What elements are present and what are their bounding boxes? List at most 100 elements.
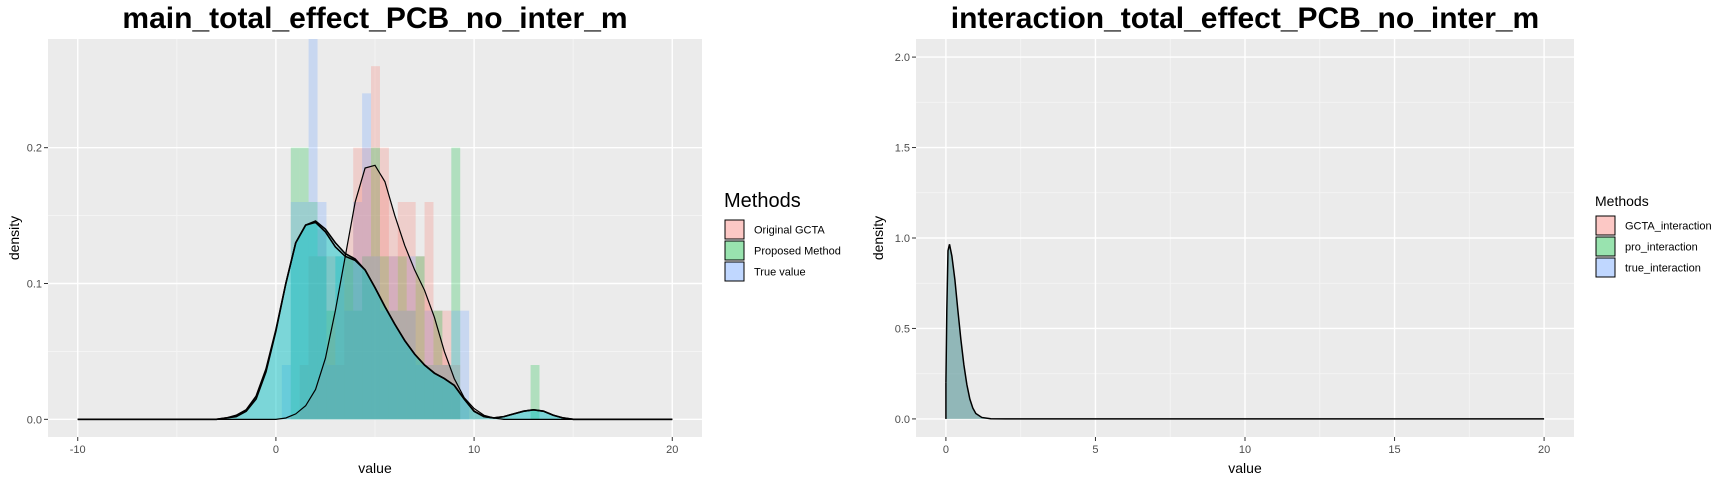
- x-tick-label: 5: [1092, 444, 1098, 456]
- legend-label: pro_interaction: [1625, 242, 1698, 254]
- histogram-bar: [530, 365, 540, 420]
- y-tick-label: 0.0: [27, 414, 42, 426]
- histogram-bar: [406, 256, 416, 420]
- histogram-bar: [433, 365, 443, 420]
- histogram-bar: [299, 365, 309, 420]
- histogram-bar: [451, 147, 461, 420]
- histogram-bar: [308, 202, 318, 420]
- legend-title: Methods: [1595, 193, 1649, 209]
- legend-label: Original GCTA: [754, 225, 825, 237]
- histogram-bar: [299, 147, 309, 420]
- histogram-bar: [317, 202, 327, 420]
- legend-key-swatch: [1595, 257, 1616, 278]
- legend-label: Proposed Method: [754, 246, 841, 258]
- y-tick-label: 0.1: [27, 279, 42, 291]
- legend-key-swatch: [1595, 215, 1616, 236]
- histogram-bar: [388, 256, 398, 420]
- x-tick-label: 0: [273, 444, 279, 456]
- legend-title: Methods: [724, 190, 801, 212]
- histogram-bar: [344, 256, 354, 420]
- histogram-bar: [326, 310, 336, 420]
- right-chart-svg: 0 5 10 15 20 0.0 0.5 1.0 1.5 2.0 value density Metho…: [870, 39, 1712, 476]
- x-tick-label: 20: [1538, 444, 1550, 456]
- legend-key-swatch: [724, 219, 745, 240]
- histogram-bar: [344, 310, 354, 420]
- y-tick-label: 0.5: [895, 323, 910, 335]
- legend-label: True value: [754, 267, 806, 279]
- x-tick-label: 0: [943, 444, 949, 456]
- histogram-bar: [281, 365, 291, 420]
- right-chart-title: interaction_total_effect_PCB_no_inter_m: [950, 2, 1540, 35]
- histogram-bar: [290, 147, 300, 420]
- histogram-bar: [344, 256, 354, 420]
- histogram-bar: [451, 365, 461, 420]
- y-tick-label: 2.0: [895, 52, 910, 64]
- histogram-bar: [406, 202, 416, 420]
- histogram-bar: [308, 39, 318, 420]
- histogram-bar: [415, 365, 425, 420]
- x-tick-label: 15: [1388, 444, 1400, 456]
- histogram-bar: [442, 365, 452, 420]
- histogram-bar: [335, 256, 345, 420]
- histogram-bar: [335, 365, 345, 420]
- y-axis-title: density: [6, 216, 22, 260]
- legend-key-swatch: [724, 261, 745, 282]
- histogram-bar: [424, 365, 434, 420]
- histogram-bar: [451, 310, 461, 420]
- y-axis-title: density: [870, 216, 886, 260]
- x-tick-label: -10: [70, 444, 86, 456]
- histogram-bar: [371, 256, 380, 420]
- histogram-bar: [415, 256, 425, 420]
- histogram-bar: [433, 310, 443, 420]
- left-chart-title: main_total_effect_PCB_no_inter_m: [122, 2, 628, 35]
- x-axis-title: value: [1228, 460, 1262, 476]
- histogram-bar: [290, 202, 300, 420]
- histogram-bar: [308, 256, 318, 420]
- left-chart-svg: -10 0 10 20 0.0 0.1 0.2 value density Methods Orig…: [6, 39, 841, 476]
- legend-key-swatch: [724, 240, 745, 261]
- legend: Methods GCTA_interaction pro_interactiontr…: [1595, 193, 1712, 278]
- histogram-bar: [362, 256, 372, 420]
- histogram-bar: [415, 256, 425, 420]
- histogram-bar: [317, 229, 327, 420]
- histogram-bar: [442, 310, 452, 420]
- histogram-bar: [362, 93, 372, 420]
- histogram-bar: [388, 310, 398, 420]
- histogram-bar: [353, 202, 363, 420]
- histogram-bar: [397, 310, 407, 420]
- left-chart-panel: main_total_effect_PCB_no_inter_m -10 0 10 2…: [6, 2, 841, 476]
- right-chart-panel: interaction_total_effect_PCB_no_inter_m …: [864, 0, 1728, 480]
- density-area: [77, 222, 673, 420]
- density-area: [77, 221, 673, 420]
- histogram-bar: [317, 256, 327, 420]
- histogram-bar: [299, 202, 309, 420]
- data-layer: [945, 244, 1545, 420]
- histogram-bar: [460, 310, 470, 420]
- histogram-bar: [424, 202, 434, 420]
- histogram-bar: [326, 256, 336, 420]
- y-tick-label: 1.5: [895, 143, 910, 155]
- histogram-bar: [353, 147, 363, 420]
- x-tick-label: 10: [468, 444, 480, 456]
- y-tick-label: 0.2: [27, 143, 42, 155]
- density-curve-line: [77, 164, 673, 420]
- density-curve-line: [945, 244, 1545, 420]
- x-axis-title: value: [358, 460, 392, 476]
- histogram-bar: [326, 365, 336, 420]
- histogram-bar: [371, 66, 380, 420]
- histogram-bar: [362, 147, 372, 420]
- histogram-bar: [388, 256, 398, 420]
- density-area: [77, 165, 673, 420]
- y-tick-label: 0.0: [895, 414, 910, 426]
- legend-key-swatch: [1595, 236, 1616, 257]
- x-tick-label: 10: [1239, 444, 1251, 456]
- density-curve-line: [77, 220, 673, 421]
- data-layer: [77, 39, 673, 421]
- histogram-bar: [379, 147, 389, 420]
- histogram-bar: [335, 256, 345, 420]
- histogram-bar: [353, 310, 363, 420]
- legend: Methods Original GCTA Proposed Method True …: [724, 190, 841, 282]
- histogram-bar: [442, 365, 452, 420]
- histogram-bar: [397, 202, 407, 420]
- y-tick-label: 1.0: [895, 233, 910, 245]
